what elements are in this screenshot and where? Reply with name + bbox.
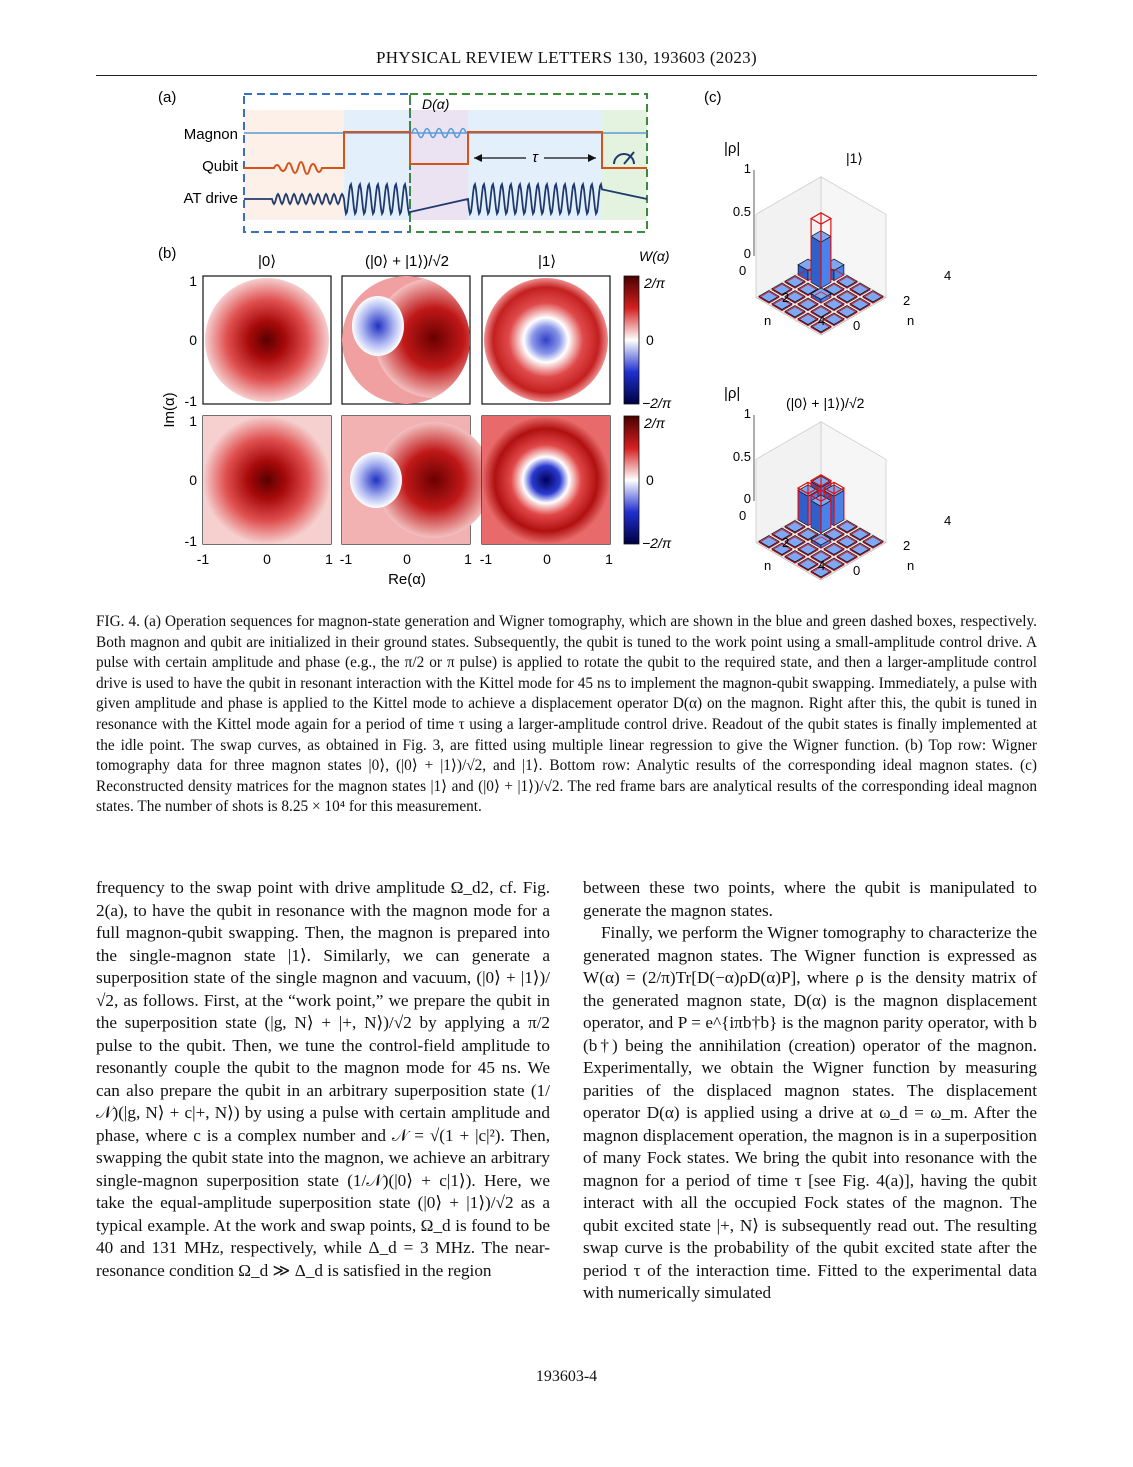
paragraph: frequency to the swap point with drive a… xyxy=(96,878,550,1280)
row-label-magnon: Magnon xyxy=(184,126,238,143)
svg-text:-1: -1 xyxy=(185,533,198,549)
xlabel: Re(α) xyxy=(388,571,426,588)
svg-text:2/π: 2/π xyxy=(643,415,666,431)
colorbar-top xyxy=(623,275,640,405)
z-tick: 1 xyxy=(744,161,751,176)
state-label: (|0⟩ + |1⟩)/√2 xyxy=(786,395,865,411)
svg-text:2/π: 2/π xyxy=(643,275,666,291)
n-axis-label: n xyxy=(907,313,914,328)
panel-c-label: (c) xyxy=(704,89,722,106)
svg-text:-1: -1 xyxy=(197,551,210,567)
n-axis-label: n xyxy=(764,558,771,573)
figure-caption: FIG. 4. (a) Operation sequences for magn… xyxy=(96,613,1037,816)
n-tick-right: 4 xyxy=(944,268,951,283)
z-tick: 1 xyxy=(744,406,751,421)
z-tick: 0.5 xyxy=(733,204,751,219)
n-tick-left: 2 xyxy=(782,535,789,550)
svg-text:−2/π: −2/π xyxy=(642,395,672,411)
panel-b: (b) |0⟩ (|0⟩ + |1⟩)/√2 |1⟩ W(α) xyxy=(158,245,672,588)
col-title-1: |1⟩ xyxy=(538,253,556,270)
svg-text:−2/π: −2/π xyxy=(642,535,672,551)
n-tick-left: 0 xyxy=(739,508,746,523)
svg-text:0: 0 xyxy=(646,472,654,488)
displacement-label: D(α) xyxy=(422,96,449,112)
page-number: 193603-4 xyxy=(535,1368,598,1385)
panel-a-label: (a) xyxy=(158,89,176,106)
svg-text:0: 0 xyxy=(263,551,271,567)
state-label: |1⟩ xyxy=(846,150,863,166)
n-tick-right: 0 xyxy=(853,318,860,333)
density-matrix-sup: |ρ| 1 0.5 0 (|0⟩ + |1⟩)/√2 0 2 4 0 2 4 n n xyxy=(724,385,951,581)
svg-text:1: 1 xyxy=(464,551,472,567)
panel-a: (a) D(α) Magnon Qubit AT drive τ xyxy=(158,89,648,233)
wigner-exp-1 xyxy=(481,275,611,405)
paragraph: Finally, we perform the Wigner tomograph… xyxy=(583,923,1037,1302)
n-axis-label: n xyxy=(764,313,771,328)
colorbar-title: W(α) xyxy=(639,248,670,264)
paragraph: between these two points, where the qubi… xyxy=(583,878,1037,920)
col-title-0: |0⟩ xyxy=(258,253,276,270)
svg-text:-1: -1 xyxy=(185,393,198,409)
density-matrix-1: |ρ| 1 0.5 0 |1⟩ 0 2 4 0 2 4 n n xyxy=(724,140,951,336)
svg-text:0: 0 xyxy=(189,472,197,488)
ylabel: Im(α) xyxy=(161,392,178,427)
n-tick-right: 4 xyxy=(944,513,951,528)
wigner-ideal-sup xyxy=(341,415,492,545)
tau-label: τ xyxy=(532,149,539,166)
zlabel: |ρ| xyxy=(724,140,740,157)
svg-text:-1: -1 xyxy=(340,551,353,567)
header-rule xyxy=(96,75,1037,76)
wigner-exp-0 xyxy=(202,275,332,405)
svg-text:0: 0 xyxy=(189,332,197,348)
col-title-sup: (|0⟩ + |1⟩)/√2 xyxy=(365,253,449,270)
svg-text:0: 0 xyxy=(646,332,654,348)
row-label-qubit: Qubit xyxy=(202,158,239,175)
n-axis-label: n xyxy=(907,558,914,573)
panel-b-label: (b) xyxy=(158,245,176,262)
svg-text:1: 1 xyxy=(189,413,197,429)
n-tick-right: 2 xyxy=(903,538,910,553)
n-tick-left: 0 xyxy=(739,263,746,278)
zlabel: |ρ| xyxy=(724,385,740,402)
n-tick-left: 2 xyxy=(782,290,789,305)
z-tick: 0.5 xyxy=(733,449,751,464)
svg-text:0: 0 xyxy=(403,551,411,567)
wigner-ideal-0 xyxy=(202,415,332,545)
body-column-left: frequency to the swap point with drive a… xyxy=(96,877,550,1282)
n-tick-left: 4 xyxy=(818,558,825,573)
panel-c: (c) |ρ| 1 0.5 0 |1⟩ 0 2 4 0 2 4 n n |ρ| 1 0.5 0 (|0⟩ + |… xyxy=(704,89,951,581)
svg-text:-1: -1 xyxy=(480,551,493,567)
svg-text:1: 1 xyxy=(325,551,333,567)
svg-text:1: 1 xyxy=(189,273,197,289)
svg-text:1: 1 xyxy=(605,551,613,567)
n-tick-right: 2 xyxy=(903,293,910,308)
colorbar-bottom xyxy=(623,415,640,545)
row-label-at-drive: AT drive xyxy=(184,190,238,207)
running-header: PHYSICAL REVIEW LETTERS 130, 193603 (202… xyxy=(376,48,757,67)
body-column-right: between these two points, where the qubi… xyxy=(583,877,1037,1305)
figure-4: (a) D(α) Magnon Qubit AT drive τ xyxy=(96,80,1037,600)
svg-text:0: 0 xyxy=(543,551,551,567)
z-tick: 0 xyxy=(744,491,751,506)
wigner-ideal-1 xyxy=(481,415,611,545)
n-tick-right: 0 xyxy=(853,563,860,578)
z-tick: 0 xyxy=(744,246,751,261)
n-tick-left: 4 xyxy=(818,313,825,328)
wigner-exp-sup xyxy=(341,275,471,405)
